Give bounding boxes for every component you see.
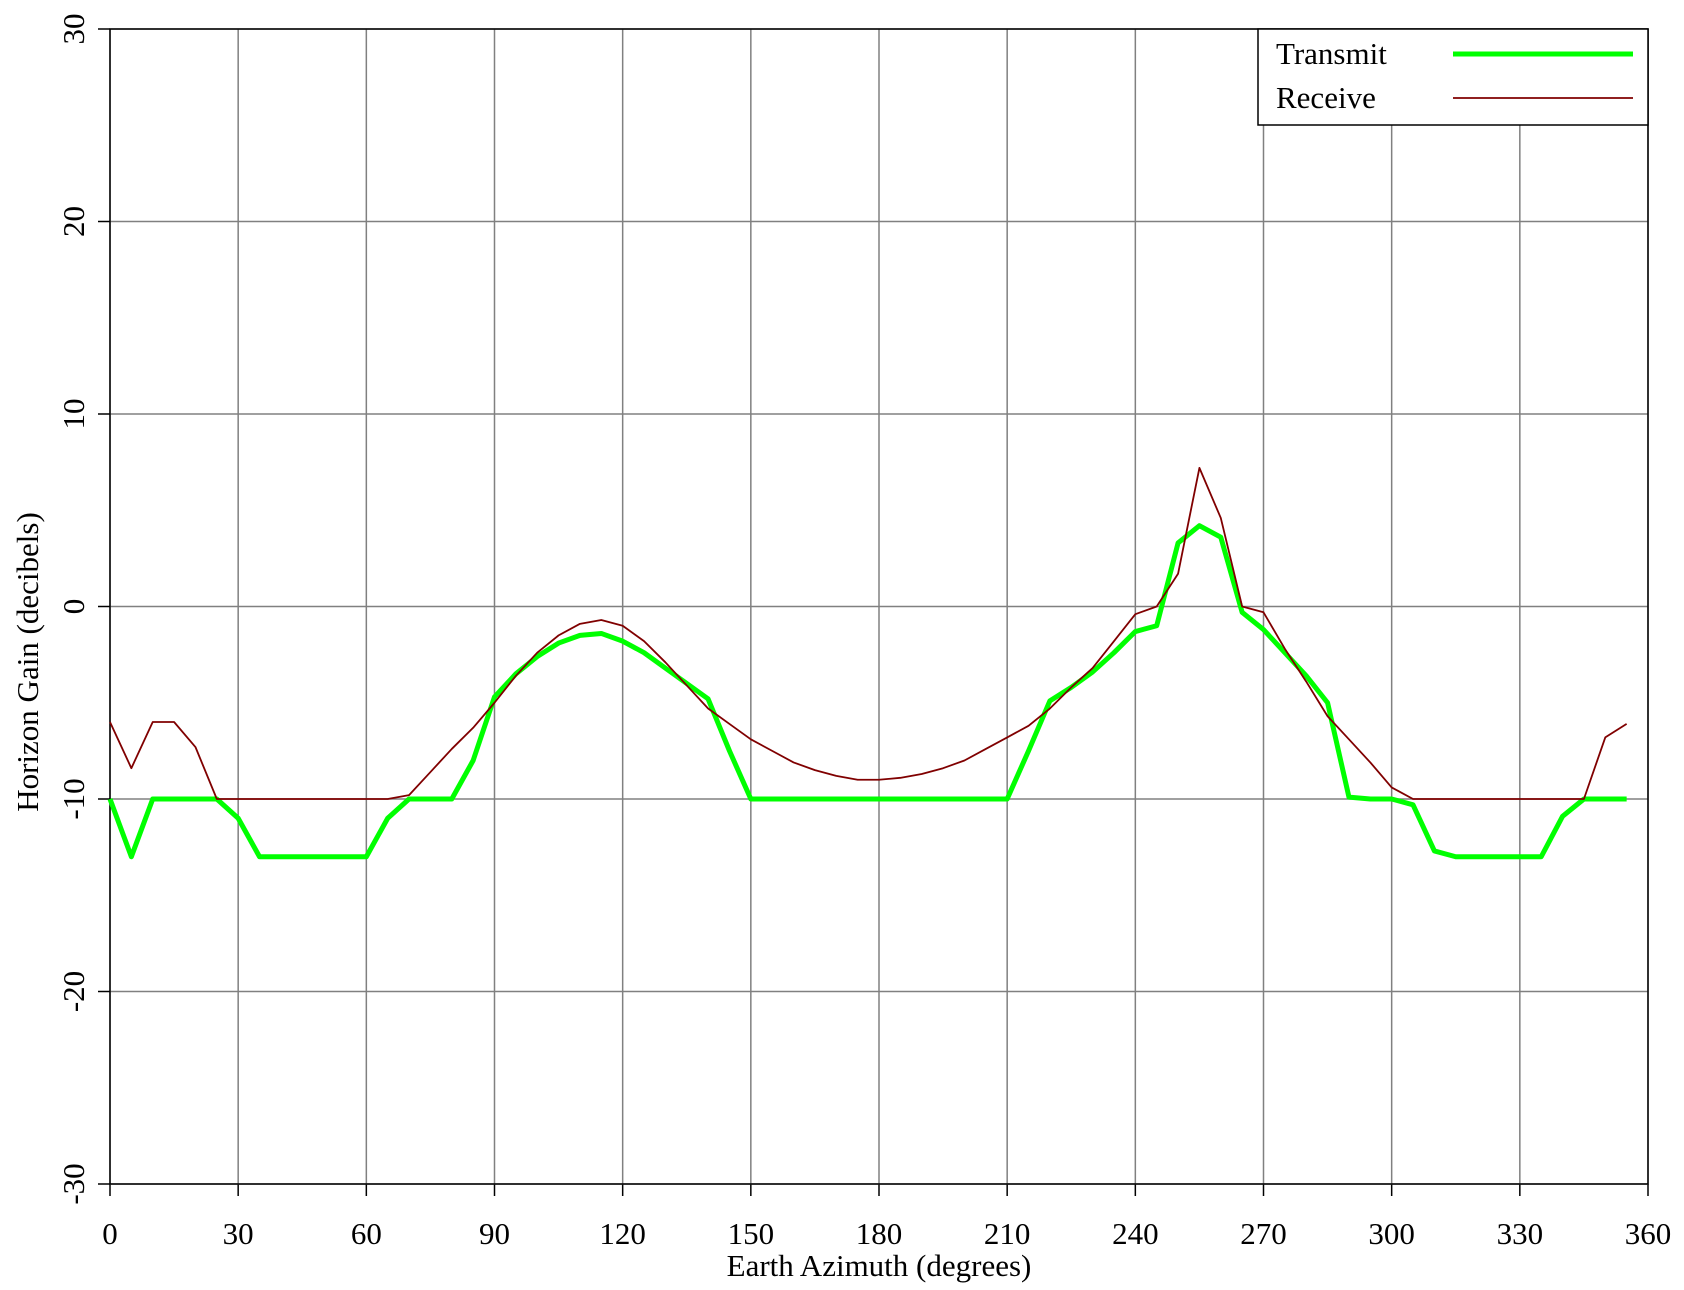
x-tick-label: 360 (1625, 1216, 1672, 1251)
legend-label: Transmit (1276, 36, 1387, 71)
x-axis-label: Earth Azimuth (degrees) (727, 1248, 1032, 1283)
y-axis-label: Horizon Gain (decibels) (10, 512, 45, 812)
x-tick-label: 0 (102, 1216, 118, 1251)
y-tick-label: -20 (56, 971, 91, 1012)
x-tick-label: 60 (351, 1216, 382, 1251)
x-tick-label: 330 (1497, 1216, 1544, 1251)
y-tick-label: -30 (56, 1163, 91, 1204)
x-tick-label: 300 (1368, 1216, 1415, 1251)
y-tick-label: 30 (56, 14, 91, 45)
y-tick-label: 10 (56, 399, 91, 430)
legend-label: Receive (1276, 80, 1376, 115)
plot-frame (109, 28, 1649, 1185)
y-tick-label: 0 (56, 599, 91, 615)
x-tick-label: 150 (728, 1216, 775, 1251)
y-tick-label: 20 (56, 206, 91, 237)
y-tick-label: -10 (56, 778, 91, 819)
series-line (109, 467, 1628, 800)
series-line (107, 523, 1627, 860)
x-tick-label: 120 (599, 1216, 646, 1251)
x-tick-label: 30 (223, 1216, 254, 1251)
x-tick-label: 240 (1112, 1216, 1159, 1251)
legend-box (1257, 28, 1649, 126)
x-tick-label: 270 (1240, 1216, 1287, 1251)
x-tick-label: 210 (984, 1216, 1031, 1251)
x-tick-label: 180 (856, 1216, 903, 1251)
x-tick-label: 90 (479, 1216, 510, 1251)
